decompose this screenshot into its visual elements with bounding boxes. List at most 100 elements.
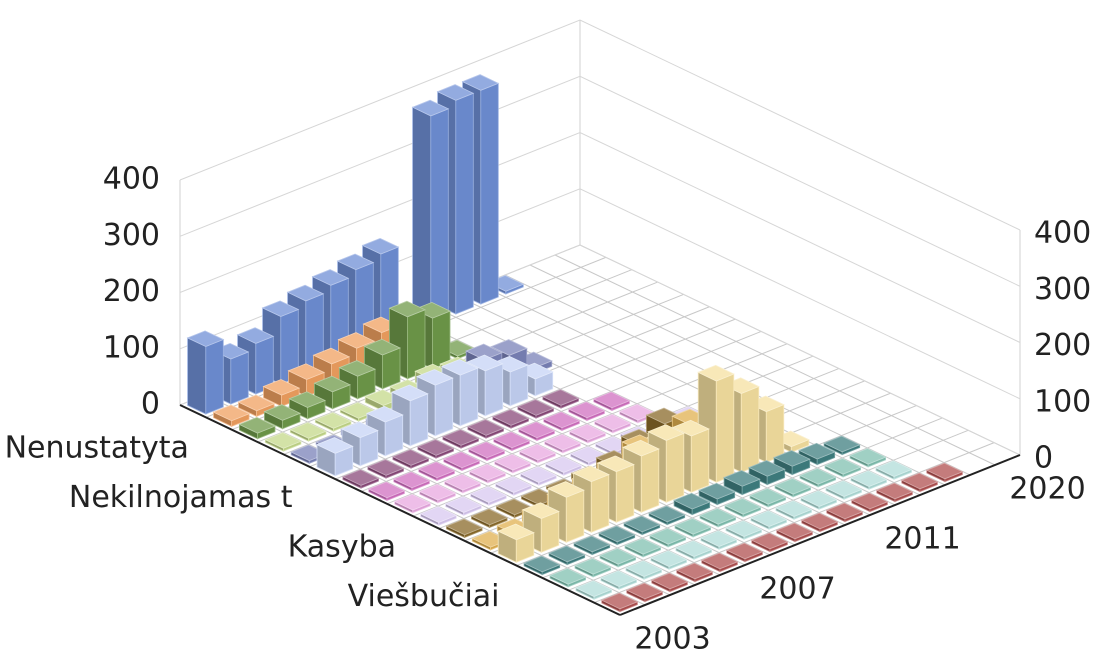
bar-front: [484, 363, 504, 417]
bar: [623, 515, 661, 536]
bar: [316, 437, 354, 477]
bar-front: [230, 351, 249, 405]
bar-top: [523, 555, 561, 573]
bar-top: [442, 451, 481, 469]
floor-grid: [329, 344, 771, 556]
bar: [599, 570, 638, 590]
bar-top: [494, 476, 533, 493]
bar-top: [287, 363, 326, 380]
bar-top: [650, 572, 689, 590]
floor-grid: [304, 354, 746, 566]
bar: [749, 510, 788, 530]
bar-top: [723, 470, 761, 487]
bar-top: [366, 459, 405, 476]
bar-top: [238, 416, 276, 434]
bar-top: [470, 508, 509, 526]
bar: [494, 476, 533, 496]
bar: [724, 520, 763, 540]
bar-top: [849, 448, 887, 465]
y2-tick-label: 200: [1034, 328, 1091, 363]
bar-top: [573, 535, 611, 553]
bar-front: [715, 373, 735, 483]
bar-top: [850, 492, 889, 510]
axis-line: [619, 454, 1021, 616]
bar-top: [311, 269, 350, 286]
bar: [824, 480, 863, 500]
bar: [469, 486, 508, 506]
bar: [497, 523, 535, 563]
bar-top: [363, 338, 401, 356]
bar-top: [417, 461, 456, 479]
bar-top: [773, 450, 811, 467]
bar: [523, 555, 561, 576]
bar-top: [415, 369, 454, 386]
bar-front: [432, 310, 451, 370]
bar-top: [547, 481, 585, 498]
bar-top: [341, 469, 380, 486]
bar: [673, 492, 711, 516]
bar-top: [186, 330, 225, 347]
bar-top: [824, 458, 862, 475]
bar: [391, 384, 429, 447]
bar: [800, 512, 839, 533]
bar-front: [615, 464, 635, 523]
grid-line: [179, 75, 1021, 287]
bar: [699, 530, 738, 550]
bar-top: [413, 301, 451, 319]
bar: [392, 471, 431, 492]
bar-top: [361, 237, 400, 255]
bar-top: [236, 327, 275, 344]
bar-top: [517, 421, 556, 439]
y2-tick-label: 100: [1034, 384, 1091, 419]
bar: [599, 548, 637, 568]
bar: [592, 391, 631, 412]
bar-top: [699, 530, 738, 547]
bar: [445, 518, 484, 539]
bar-front: [690, 428, 710, 493]
floor-grid: [204, 394, 646, 606]
x-tick-label: 2007: [759, 572, 835, 607]
y-tick-label: 0: [141, 387, 160, 422]
bar: [900, 472, 939, 493]
bar-top: [312, 347, 351, 365]
bar-top: [749, 510, 788, 527]
bar: [568, 423, 607, 444]
bar: [417, 461, 456, 482]
bar: [518, 443, 557, 464]
bar: [875, 482, 914, 503]
bar: [850, 492, 889, 513]
bar: [263, 404, 301, 430]
y2-tick-label: 0: [1034, 441, 1053, 476]
bar: [411, 99, 450, 325]
bar: [443, 473, 482, 494]
bar: [288, 391, 326, 420]
bar: [544, 456, 583, 476]
bar-front: [455, 92, 474, 315]
bar-top: [264, 432, 302, 449]
bar: [649, 528, 687, 548]
bar-top: [492, 431, 531, 449]
bar-top: [674, 540, 713, 557]
bar: [849, 470, 888, 490]
bar-top: [572, 465, 610, 483]
bar-top: [849, 470, 888, 487]
bar: [341, 469, 380, 489]
bar: [624, 538, 662, 558]
bar-top: [625, 582, 664, 600]
bar-front: [430, 108, 449, 325]
bar-top: [599, 570, 638, 587]
bar-top: [440, 359, 479, 376]
bar: [650, 572, 689, 593]
bar-top: [623, 515, 661, 533]
x-tick-label: 2003: [634, 622, 710, 657]
bar-top: [624, 538, 662, 555]
bar-side: [187, 337, 207, 415]
bar-top: [593, 413, 632, 431]
bar-top: [212, 404, 251, 422]
bar: [625, 582, 664, 603]
bar: [543, 433, 582, 454]
floor-grid: [529, 264, 971, 476]
bar: [466, 419, 505, 439]
bar-top: [649, 550, 688, 567]
bar-top: [774, 500, 813, 517]
